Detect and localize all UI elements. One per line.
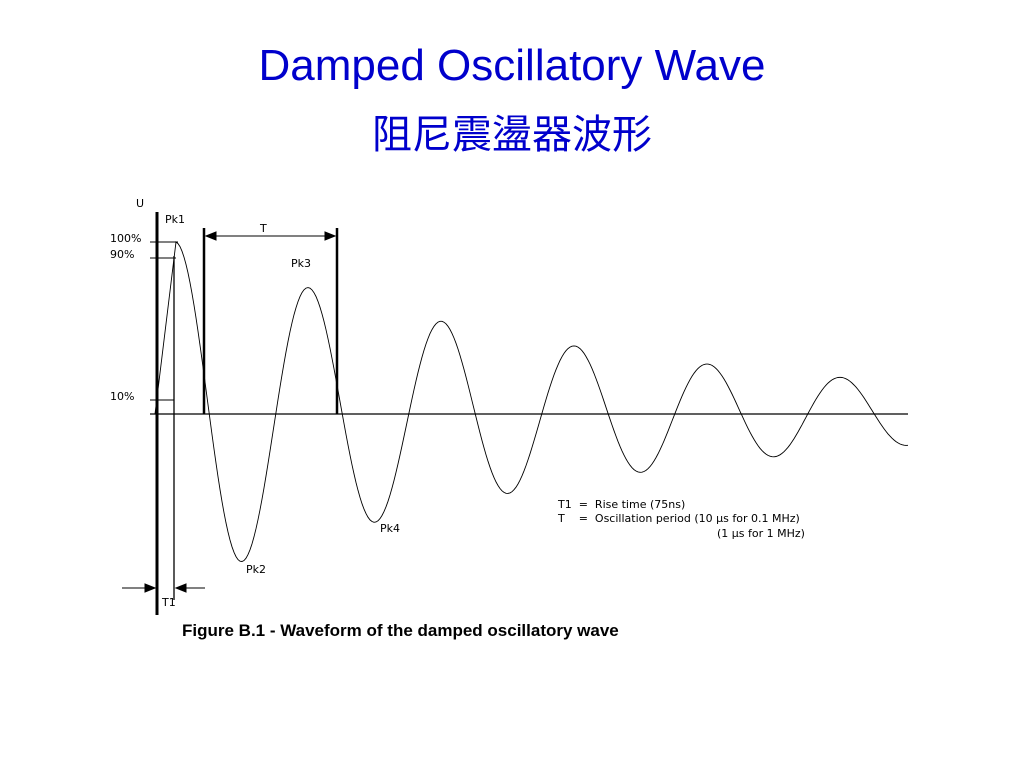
legend-line: (1 µs for 1 MHz) (717, 527, 805, 540)
waveform (154, 241, 909, 562)
peak-label: Pk1 (165, 213, 185, 226)
peak-label: Pk2 (246, 563, 266, 576)
rise-label: T1 (161, 596, 176, 609)
level-label: 10% (110, 390, 134, 403)
legend-line: T = Oscillation period (10 µs for 0.1 MH… (557, 512, 800, 525)
slide-title: Damped Oscillatory Wave (259, 41, 766, 90)
slide-subtitle: 阻尼震盪器波形 (372, 112, 652, 158)
figure-caption: Figure B.1 - Waveform of the damped osci… (182, 621, 619, 640)
diagram (122, 212, 909, 615)
level-label: 100% (110, 232, 141, 245)
peak-label: Pk4 (380, 522, 400, 535)
legend-line: T1 = Rise time (75ns) (557, 498, 685, 511)
period-label: T (259, 222, 267, 235)
peak-label: Pk3 (291, 257, 311, 270)
level-label: 90% (110, 248, 134, 261)
axis-label: U (136, 197, 144, 210)
